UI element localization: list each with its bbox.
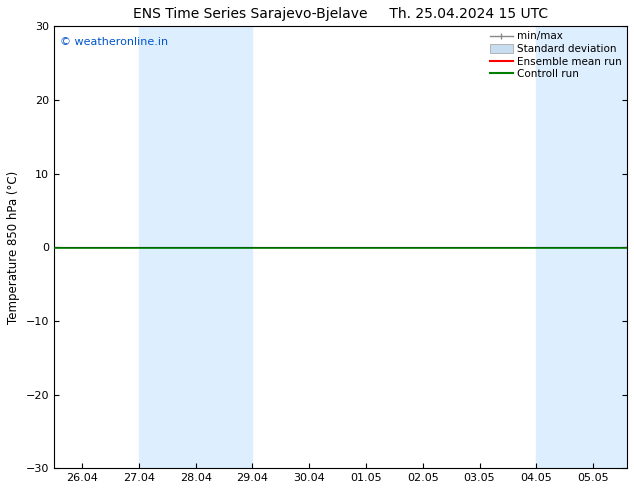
Y-axis label: Temperature 850 hPa (°C): Temperature 850 hPa (°C): [7, 171, 20, 324]
Bar: [536, 26, 593, 468]
Bar: [139, 26, 252, 468]
Legend: min/max, Standard deviation, Ensemble mean run, Controll run: min/max, Standard deviation, Ensemble me…: [488, 29, 624, 81]
Text: © weatheronline.in: © weatheronline.in: [60, 37, 168, 48]
Bar: [593, 26, 627, 468]
Title: ENS Time Series Sarajevo-Bjelave     Th. 25.04.2024 15 UTC: ENS Time Series Sarajevo-Bjelave Th. 25.…: [133, 7, 548, 21]
